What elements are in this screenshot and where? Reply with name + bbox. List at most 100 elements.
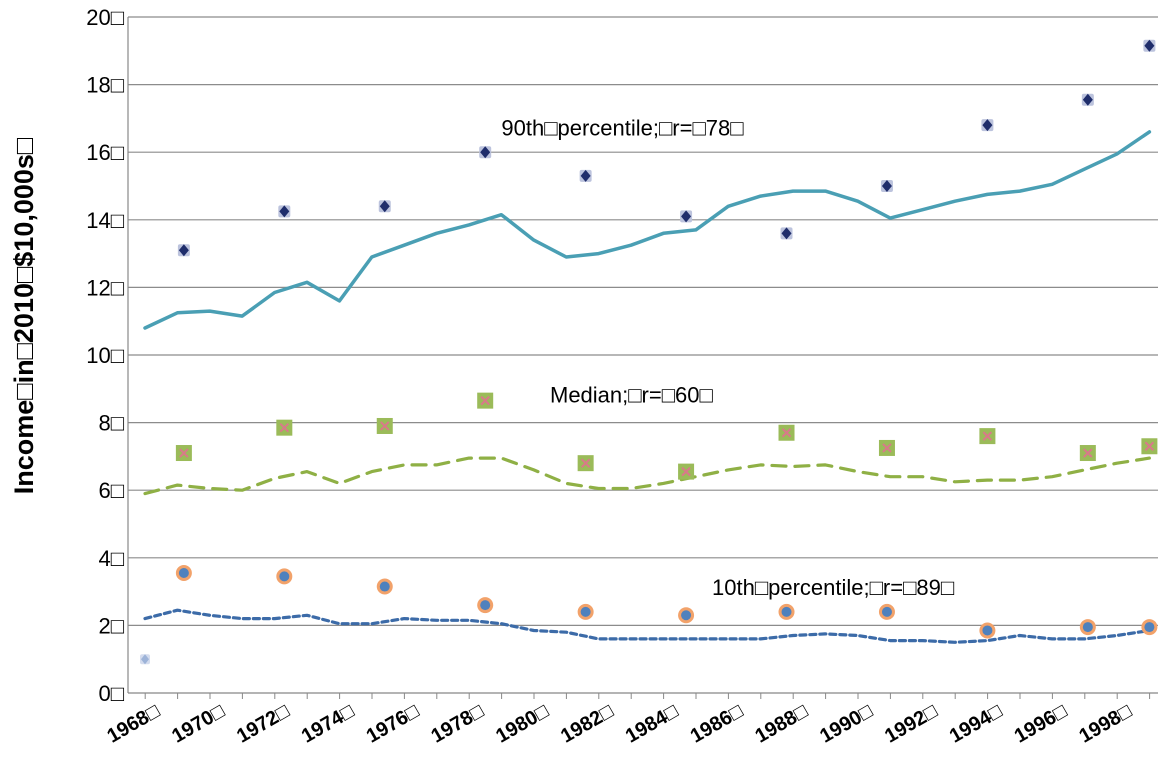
labels: Income□in□2010□$10,000s□ 90th□percentile… [9,115,954,600]
10th-percentile-point [276,568,293,585]
y-tick-label: 20□ [86,5,124,30]
x-tick-label: 1980□ [492,700,552,747]
x-tick-label: 1972□ [233,700,293,747]
10th-percentile-point [577,603,594,620]
diamond-marker [982,119,993,132]
10th-percentile-point [1079,619,1096,636]
extra-point [140,654,150,665]
diamond-marker [379,200,390,213]
90th-percentile-point [780,227,793,240]
circle-marker-inner [1144,622,1155,633]
x-marker [580,458,591,468]
circle-marker-inner [580,606,591,617]
x-marker [179,448,189,458]
90th-percentile-point [1081,93,1094,106]
diamond-marker [1082,93,1093,106]
x-tick-label: 1994□ [946,700,1006,747]
x-marker [380,421,390,431]
diamond-marker [1144,39,1155,52]
annotation-median: Median;□r=□60□ [550,382,713,407]
10th-percentile-point [1141,619,1158,636]
diamond-marker [580,169,591,182]
x-tick-label: 1990□ [816,700,876,747]
x-tick-label: 1996□ [1011,700,1071,747]
diamond-marker [178,244,189,257]
x-tick-label: 1992□ [881,700,941,747]
10th-percentile-point [175,565,192,582]
circle-marker-inner [982,625,993,636]
median-point [276,419,293,436]
10th-percentile-point [778,603,795,620]
y-tick-label: 4□ [98,546,124,571]
x-tick-label: 1978□ [428,700,488,747]
90th-percentile-point [177,244,190,257]
y-tick-label: 2□ [98,613,124,638]
y-axis-label: Income□in□2010□$10,000s□ [9,137,39,494]
x-tick-label: 1988□ [752,700,812,747]
90th-percentile-point [479,146,492,159]
y-tick-label: 8□ [98,411,124,436]
x-tick-label: 1982□ [557,700,617,747]
x-marker [781,428,792,438]
x-tick-label: 1968□ [104,700,164,747]
90th-percentile-point [579,169,592,182]
median-point [1079,445,1096,462]
10th-percentile-trend-line [143,608,1151,644]
10th-percentile-point [477,597,494,614]
y-tick-label: 6□ [98,478,124,503]
circle-marker-inner [480,600,491,611]
trend-lines [143,130,1152,644]
grid [128,16,1158,694]
median-point [979,428,996,445]
x-marker [1144,441,1155,451]
diamond-marker [141,654,149,665]
y-tick-label: 10□ [86,343,124,368]
circle-marker-inner [279,571,290,582]
90th-percentile-point [680,210,693,223]
circle-marker-inner [178,568,189,579]
90th-percentile-point [278,205,291,218]
y-tick-label: 14□ [86,208,124,233]
diamond-marker [681,210,692,223]
median-point [678,463,695,480]
90th-percentile-point [378,200,391,213]
90th-percentile-point [1143,39,1156,52]
x-marker [1083,448,1093,458]
y-tick-label: 16□ [86,140,124,165]
90th-percentile-trend-line [143,130,1152,330]
x-tick-label: 1986□ [687,700,747,747]
median-trend-line [143,456,1151,496]
median-point [778,424,795,441]
10th-percentile-point [979,622,996,639]
y-tick-label: 0□ [98,681,124,706]
x-marker [882,443,892,453]
x-tick-label: 1984□ [622,700,682,747]
10th-percentile-point [678,607,695,624]
x-marker [982,431,993,441]
x-marker [480,395,490,406]
x-tick-label: 1974□ [298,700,358,747]
90th-percentile-point [981,119,994,132]
90th-percentile-point [880,180,893,192]
circle-marker-inner [681,610,692,621]
median-point [1141,438,1158,455]
data-points [140,39,1158,665]
median-point [175,445,192,462]
x-marker [681,466,691,477]
y-tick-label: 12□ [86,275,124,300]
diamond-marker [480,146,491,159]
circle-marker-inner [781,606,792,617]
x-tick-label: 1976□ [363,700,423,747]
x-tick-label: 1970□ [168,700,228,747]
median-point [376,417,393,434]
median-point [878,439,895,456]
10th-percentile-point [376,578,393,595]
circle-marker-inner [1082,622,1093,633]
10th-percentile-point [878,603,895,620]
circle-marker-inner [881,606,892,617]
y-tick-label: 18□ [86,73,124,98]
annotation-90th-percentile: 90th□percentile;□r=□78□ [501,115,743,140]
x-tick-label: 1998□ [1076,700,1136,747]
median-point [477,392,494,409]
